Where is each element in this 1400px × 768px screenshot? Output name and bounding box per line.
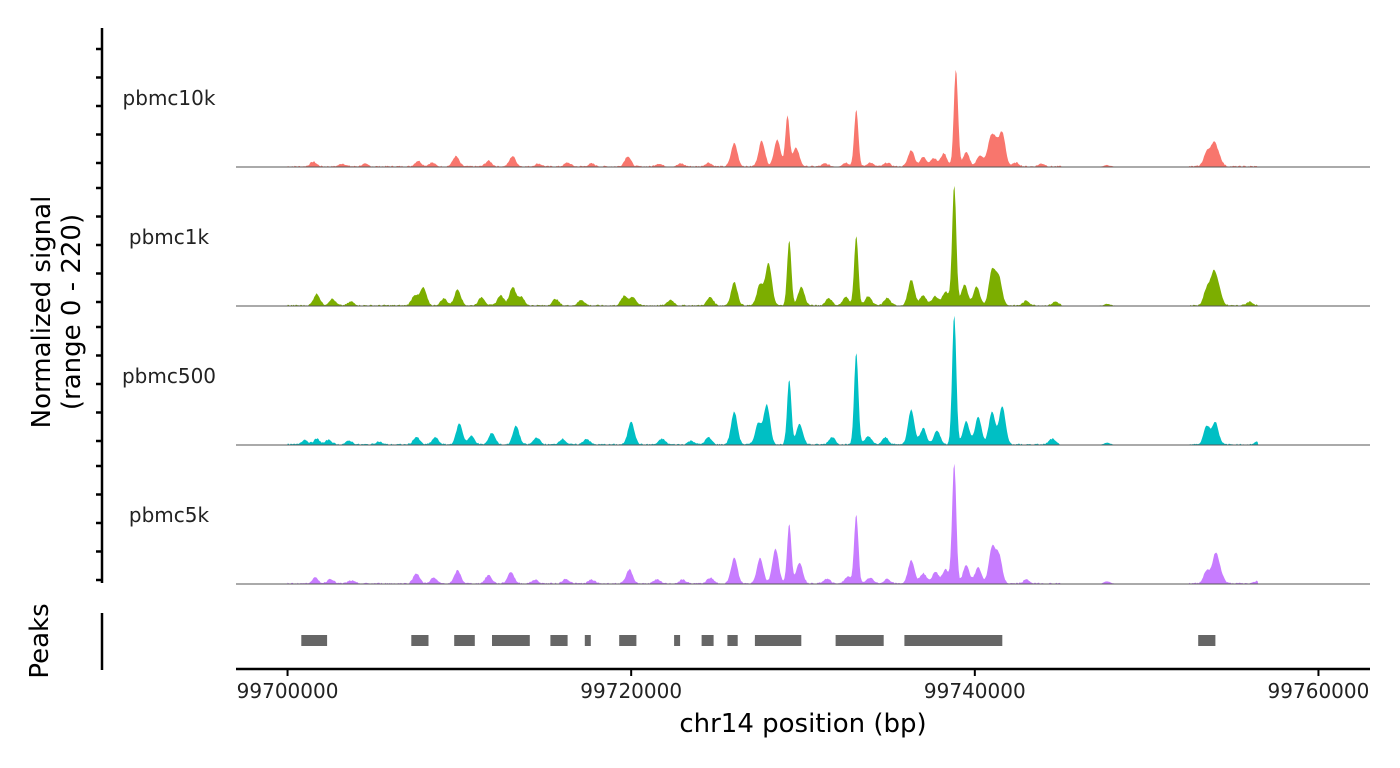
peak-region <box>301 635 328 646</box>
y-axis-title-line1: Normalized signal <box>27 196 57 429</box>
y-axis-title-line2: (range 0 - 220) <box>57 214 87 410</box>
x-tick-label: 99720000 <box>580 679 682 703</box>
peak-region <box>619 635 637 646</box>
x-tick-label: 99760000 <box>1268 679 1370 703</box>
track-pbmc5k: pbmc5k <box>96 463 1370 585</box>
peak-region <box>411 635 429 646</box>
x-tick-label: 99700000 <box>237 679 339 703</box>
peak-region <box>835 635 884 646</box>
peak-region <box>727 635 738 646</box>
track-label-pbmc10k: pbmc10k <box>123 86 216 110</box>
peak-region <box>904 635 1003 646</box>
coverage-area-pbmc5k <box>287 463 1259 584</box>
x-axis: chr14 position (bp) 99700000 99720000 9974… <box>236 667 1370 739</box>
x-axis-title: chr14 position (bp) <box>679 709 926 739</box>
track-pbmc1k: pbmc1k <box>96 185 1370 307</box>
peak-region <box>754 635 802 646</box>
coverage-tracks: pbmc10k pbmc1k pbmc500 pbmc5k <box>96 28 1370 585</box>
peak-region <box>674 635 681 646</box>
track-pbmc500: pbmc500 <box>96 315 1370 446</box>
track-pbmc10k: pbmc10k <box>96 47 1370 168</box>
coverage-area-pbmc10k <box>287 69 1259 167</box>
peaks-panel: Peaks <box>25 603 1216 679</box>
coverage-area-pbmc1k <box>287 185 1259 306</box>
peak-region <box>584 635 591 646</box>
track-label-pbmc5k: pbmc5k <box>129 503 210 527</box>
peaks-axis-label: Peaks <box>25 603 55 678</box>
peak-region <box>454 635 475 646</box>
peak-region <box>492 635 530 646</box>
track-label-pbmc1k: pbmc1k <box>129 225 210 249</box>
peak-region <box>550 635 568 646</box>
peak-region <box>701 635 714 646</box>
x-tick-label: 99740000 <box>924 679 1026 703</box>
coverage-area-pbmc500 <box>287 315 1259 445</box>
track-label-pbmc500: pbmc500 <box>122 364 216 388</box>
peak-region <box>1198 635 1216 646</box>
y-axis-label: Normalized signal (range 0 - 220) <box>27 196 87 429</box>
